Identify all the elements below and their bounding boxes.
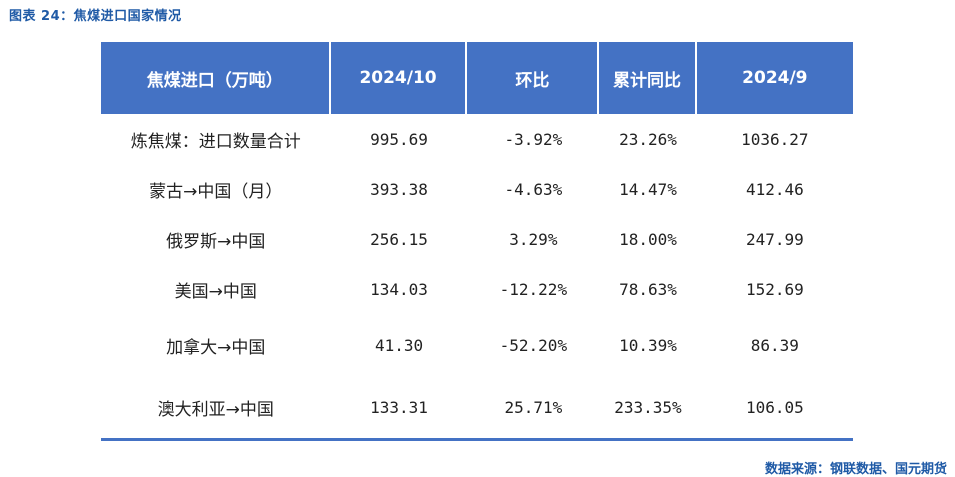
row-label: 美国→中国 <box>174 281 257 302</box>
cell-2024-10: 41.30 <box>374 335 424 355</box>
cell-2024-9: 1036.27 <box>741 129 809 149</box>
row-label: 蒙古→中国（月） <box>149 181 283 202</box>
cell-2024-9: 106.05 <box>696 376 853 441</box>
cell-2024-10: 393.38 <box>370 179 428 199</box>
header-2024-10: 2024/10 <box>330 42 468 114</box>
cell-mom: -4.63% <box>504 179 563 199</box>
cell-ytd-yoy: 23.26% <box>619 129 677 149</box>
table-row: 蒙古→中国（月） 393.38 -4.63% 14.47% 412.46 <box>101 164 853 214</box>
cell-2024-9: 412.46 <box>745 179 804 199</box>
table-row: 俄罗斯→中国 256.15 3.29% 18.00% 247.99 <box>101 214 853 264</box>
cell-ytd-yoy: 10.39% <box>619 335 677 355</box>
cell-mom: -3.92% <box>504 129 563 149</box>
cell-2024-9: 152.69 <box>745 279 804 299</box>
cell-2024-10: 133.31 <box>330 376 468 441</box>
cell-ytd-yoy: 18.00% <box>619 229 677 249</box>
header-ytd-yoy: 累计同比 <box>599 42 697 114</box>
header-mom: 环比 <box>467 42 600 114</box>
figure-title: 图表 24：焦煤进口国家情况 <box>9 9 182 24</box>
cell-mom: -12.22% <box>499 279 568 299</box>
cell-mom: 25.71% <box>467 376 600 441</box>
row-label: 俄罗斯→中国 <box>166 231 266 252</box>
table-row: 澳大利亚→中国 133.31 25.71% 233.35% 106.05 <box>101 376 853 441</box>
cell-2024-9: 247.99 <box>745 229 804 249</box>
cell-ytd-yoy: 233.35% <box>599 376 697 441</box>
header-category: 焦煤进口（万吨） <box>101 42 331 114</box>
row-label: 澳大利亚→中国 <box>101 376 331 441</box>
cell-2024-10: 995.69 <box>370 129 428 149</box>
coking-coal-import-table: 焦煤进口（万吨） 2024/10 环比 累计同比 2024/9 炼焦煤：进口数量… <box>101 42 853 441</box>
cell-ytd-yoy: 14.47% <box>619 179 677 199</box>
table-row: 加拿大→中国 41.30 -52.20% 10.39% 86.39 <box>101 314 853 376</box>
cell-2024-9: 86.39 <box>750 335 799 355</box>
data-source-note: 数据来源：钢联数据、国元期货 <box>764 462 947 477</box>
row-label: 加拿大→中国 <box>166 337 266 358</box>
header-2024-9: 2024/9 <box>696 42 853 114</box>
row-label: 炼焦煤：进口数量合计 <box>130 131 301 152</box>
table-row: 炼焦煤：进口数量合计 995.69 -3.92% 23.26% 1036.27 <box>101 114 853 164</box>
table-header-row: 焦煤进口（万吨） 2024/10 环比 累计同比 2024/9 <box>101 42 853 114</box>
cell-mom: 3.29% <box>509 229 558 249</box>
cell-ytd-yoy: 78.63% <box>619 279 677 299</box>
table-row: 美国→中国 134.03 -12.22% 78.63% 152.69 <box>101 264 853 314</box>
cell-mom: -52.20% <box>499 335 568 355</box>
cell-2024-10: 134.03 <box>370 279 428 299</box>
cell-2024-10: 256.15 <box>370 229 428 249</box>
